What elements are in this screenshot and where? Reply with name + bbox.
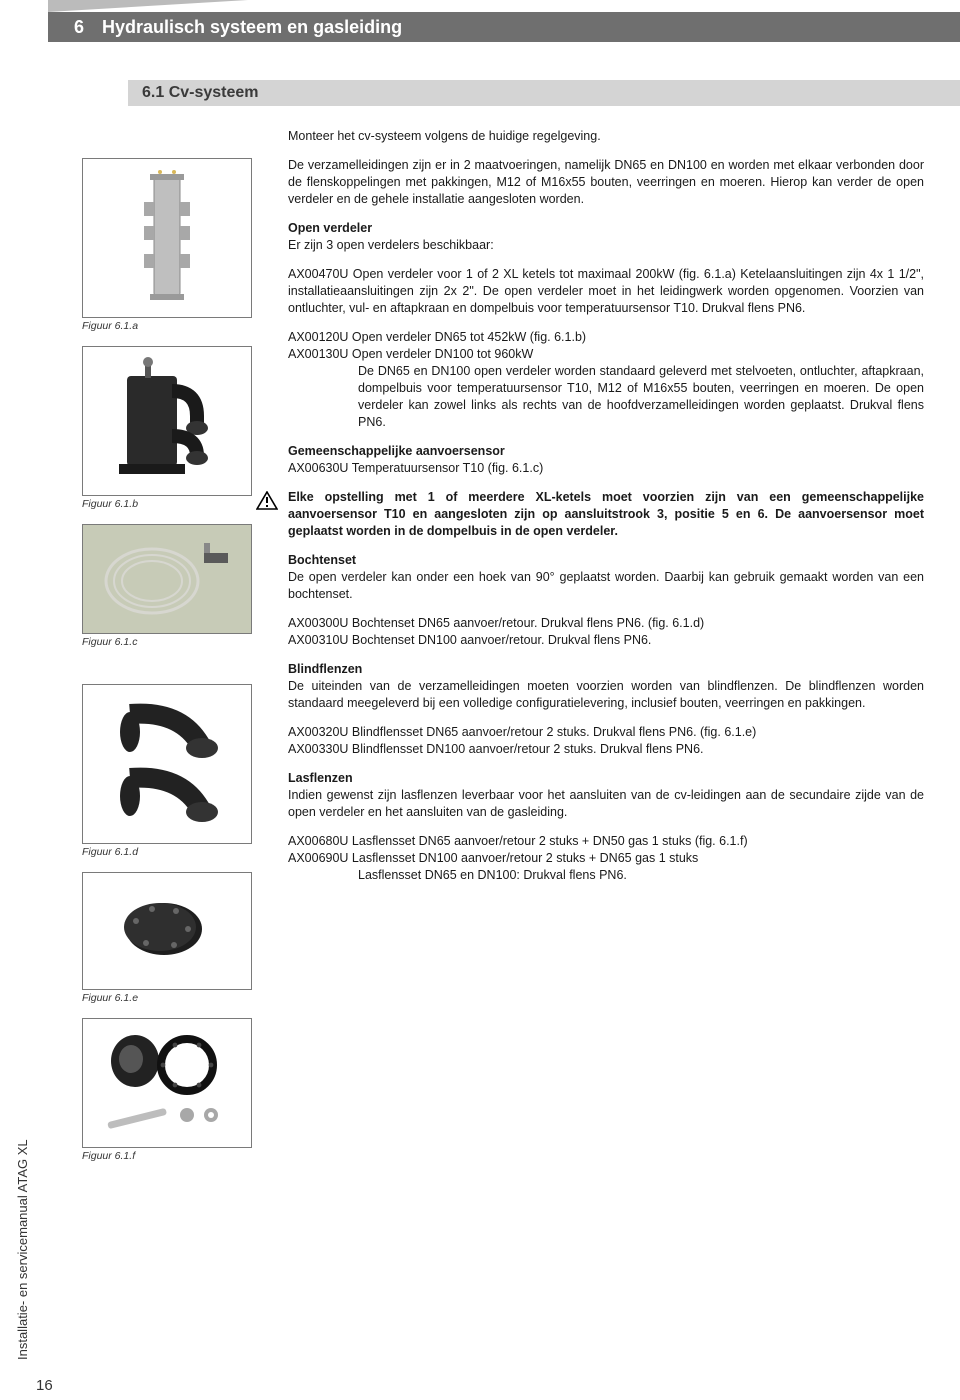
blindflenzen-p3: AX00330U Blindflensset DN100 aanvoer/ret… — [288, 741, 924, 758]
figure-e-illustration — [102, 881, 232, 981]
open-verdeler-line: Er zijn 3 open verdelers beschikbaar: — [288, 238, 494, 252]
sensor-warning: Elke opstelling met 1 of meerdere XL-ket… — [288, 489, 924, 540]
figure-d-caption: Figuur 6.1.d — [82, 846, 272, 858]
figure-b-caption: Figuur 6.1.b — [82, 498, 272, 510]
lasflenzen-p3: AX00690U Lasflensset DN100 aanvoer/retou… — [288, 850, 924, 867]
content-area: Figuur 6.1.a Figuur 6.1.b — [0, 128, 924, 1176]
lasflenzen-p1: Indien gewenst zijn lasflenzen leverbaar… — [288, 788, 924, 819]
page-number: 16 — [36, 1377, 53, 1394]
figure-f-box — [82, 1018, 252, 1148]
intro-p1: Monteer het cv-systeem volgens de huidig… — [288, 128, 924, 145]
figure-a-box — [82, 158, 252, 318]
sensor-title: Gemeenschappelijke aanvoersensor — [288, 444, 505, 458]
open-verdeler-p1: AX00470U Open verdeler voor 1 of 2 XL ke… — [288, 266, 924, 317]
section-title: 6.1 Cv-systeem — [142, 84, 259, 102]
section-header: 6.1 Cv-systeem — [128, 80, 960, 106]
warning-icon — [256, 491, 278, 516]
chapter-number: 6 — [56, 17, 102, 38]
side-label: Installatie- en servicemanual ATAG XL — [15, 1139, 30, 1360]
figure-d-box — [82, 684, 252, 844]
intro-p2: De verzamelleidingen zijn er in 2 maatvo… — [288, 157, 924, 208]
figure-c-illustration — [92, 529, 242, 629]
chapter-header: 6 Hydraulisch systeem en gasleiding — [48, 12, 960, 42]
open-verdeler-p3: AX00130U Open verdeler DN100 tot 960kW — [288, 346, 924, 363]
text-column: Monteer het cv-systeem volgens de huidig… — [288, 128, 924, 1176]
blindflenzen-title: Blindflenzen — [288, 662, 362, 676]
open-verdeler-title: Open verdeler — [288, 221, 372, 235]
sensor-line: AX00630U Temperatuursensor T10 (fig. 6.1… — [288, 461, 543, 475]
blindflenzen-p1: De uiteinden van de verzamelleidingen mo… — [288, 679, 924, 710]
figure-c-caption: Figuur 6.1.c — [82, 636, 272, 648]
sensor-warning-text: Elke opstelling met 1 of meerdere XL-ket… — [288, 490, 924, 538]
lasflenzen-p2: AX00680U Lasflensset DN65 aanvoer/retour… — [288, 833, 924, 850]
figure-a-caption: Figuur 6.1.a — [82, 320, 272, 332]
figure-e-caption: Figuur 6.1.e — [82, 992, 272, 1004]
figures-column: Figuur 6.1.a Figuur 6.1.b — [0, 128, 288, 1176]
figure-f-illustration — [87, 1023, 247, 1143]
blindflenzen-p2: AX00320U Blindflensset DN65 aanvoer/reto… — [288, 724, 924, 741]
figure-e-box — [82, 872, 252, 990]
page: 6 Hydraulisch systeem en gasleiding 6.1 … — [0, 0, 960, 1400]
figure-b-illustration — [97, 356, 237, 486]
figure-f-caption: Figuur 6.1.f — [82, 1150, 272, 1162]
figure-a-illustration — [132, 168, 202, 308]
figure-b-box — [82, 346, 252, 496]
bochtenset-p2: AX00300U Bochtenset DN65 aanvoer/retour.… — [288, 615, 924, 632]
decor-triangle — [48, 0, 248, 12]
figure-c-box — [82, 524, 252, 634]
bochtenset-title: Bochtenset — [288, 553, 356, 567]
open-verdeler-p2: AX00120U Open verdeler DN65 tot 452kW (f… — [288, 329, 924, 346]
open-verdeler-p4: De DN65 en DN100 open verdeler worden st… — [288, 363, 924, 431]
lasflenzen-title: Lasflenzen — [288, 771, 353, 785]
chapter-title: Hydraulisch systeem en gasleiding — [102, 17, 402, 38]
lasflenzen-p4: Lasflensset DN65 en DN100: Drukval flens… — [288, 867, 924, 884]
bochtenset-p3: AX00310U Bochtenset DN100 aanvoer/retour… — [288, 632, 924, 649]
figure-d-illustration — [92, 694, 242, 834]
bochtenset-p1: De open verdeler kan onder een hoek van … — [288, 570, 924, 601]
